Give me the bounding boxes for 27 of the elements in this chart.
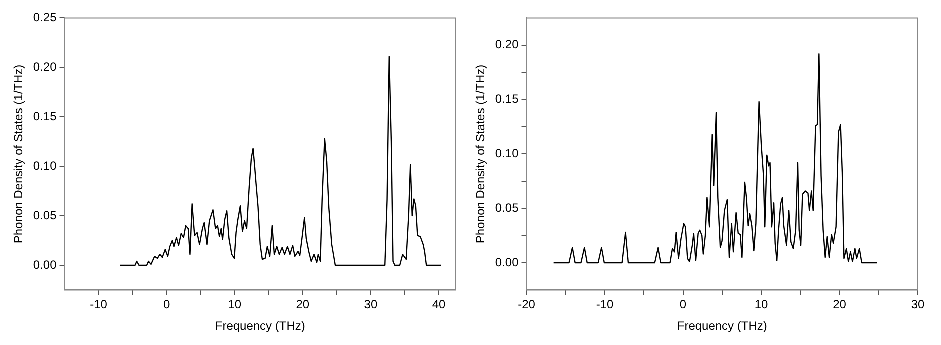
x-tick-label: -10 [596,298,614,312]
x-tick-label: -20 [518,298,536,312]
x-tick-label: 10 [228,298,242,312]
y-tick-label: 0.20 [33,60,58,74]
x-axis-title: Frequency (THz) [677,319,768,334]
x-tick-label: 20 [296,298,310,312]
y-tick-label: 0.15 [495,92,520,106]
x-tick-label: 40 [432,298,446,312]
y-tick-label: 0.20 [495,38,520,52]
x-tick-label: 30 [364,298,378,312]
x-tick-label: 0 [163,298,170,312]
x-tick-label: 20 [833,298,847,312]
y-tick-label: 0.05 [33,208,58,222]
y-axis-title: Phonon Density of States (1/THz) [12,64,26,244]
y-tick-label: 0.10 [495,146,520,161]
x-tick-label: 10 [754,298,768,312]
y-tick-label: 0.25 [33,10,58,25]
y-tick-label: 0.00 [495,255,520,270]
x-tick-label: 30 [911,298,925,312]
y-tick-label: 0.15 [33,109,58,124]
x-axis-title: Frequency (THz) [215,319,306,334]
x-tick-label: 0 [680,298,687,312]
y-axis-title: Phonon Density of States (1/THz) [474,64,488,244]
y-tick-label: 0.10 [33,158,58,173]
y-tick-label: 0.05 [495,200,520,215]
y-tick-label: 0.00 [33,258,58,272]
x-tick-label: -10 [90,298,108,312]
